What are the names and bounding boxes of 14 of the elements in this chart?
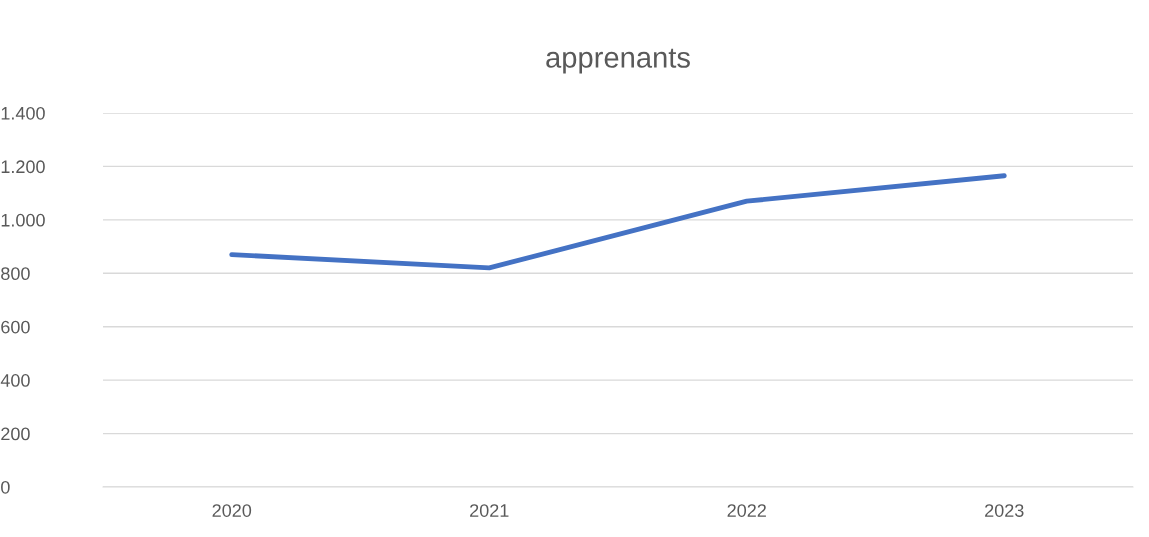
y-tick-label: 1.400: [1, 106, 45, 120]
y-tick-label: 400: [0, 374, 30, 387]
x-tick-label: 2021: [470, 504, 509, 517]
x-tick-label: 2022: [727, 504, 766, 517]
y-tick-label: 800: [1, 267, 30, 281]
y-tick-label: 1.000: [1, 213, 45, 227]
y-tick-label: 1.200: [1, 160, 45, 174]
chart-title: apprenants: [546, 48, 690, 74]
x-tick-label: 2020: [212, 504, 252, 517]
line-series: [229, 173, 1007, 271]
y-tick-label: 200: [1, 427, 30, 441]
x-tick-label: 2023: [985, 504, 1024, 517]
y-tick-label: 0: [1, 480, 10, 494]
y-tick-label: 600: [1, 320, 30, 334]
